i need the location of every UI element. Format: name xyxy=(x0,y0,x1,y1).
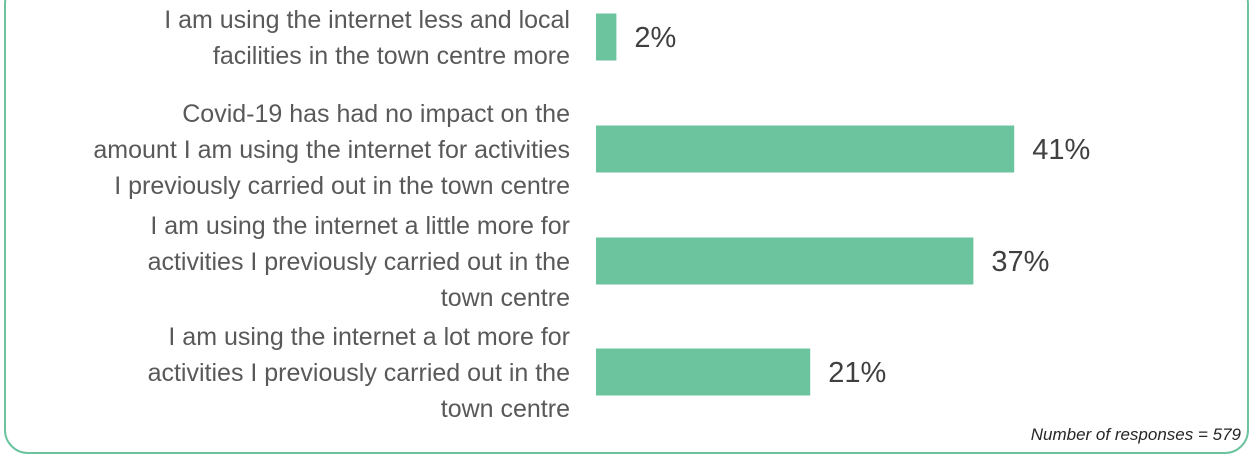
chart-frame xyxy=(4,0,1249,454)
category-label-line: town centre xyxy=(441,395,570,423)
bar-1 xyxy=(596,13,617,61)
category-label-line: town centre xyxy=(441,284,570,312)
category-label-line: I previously carried out in the town cen… xyxy=(114,172,570,200)
bar-3 xyxy=(596,237,974,285)
category-label-line: amount I am using the internet for activ… xyxy=(93,136,570,164)
category-label-line: I am using the internet less and local xyxy=(164,6,570,34)
category-label-1: I am using the internet less and local fa… xyxy=(164,6,570,70)
value-label-4: 21% xyxy=(828,357,886,389)
bar-4 xyxy=(596,348,811,396)
category-label-2: Covid-19 has had no impact on the amount … xyxy=(93,100,570,200)
category-label-line: facilities in the town centre more xyxy=(213,42,570,70)
category-label-line: I am using the internet a lot more for xyxy=(168,323,570,351)
category-label-line: I am using the internet a little more fo… xyxy=(150,212,570,240)
category-label-line: activities I previously carried out in t… xyxy=(148,359,570,387)
category-label-3: I am using the internet a little more fo… xyxy=(148,212,570,312)
category-label-line: Covid-19 has had no impact on the xyxy=(182,100,570,128)
category-label-line: activities I previously carried out in t… xyxy=(148,248,570,276)
value-label-1: 2% xyxy=(634,22,676,54)
category-label-4: I am using the internet a lot more for ac… xyxy=(148,323,570,423)
value-label-3: 37% xyxy=(991,246,1049,278)
value-label-2: 41% xyxy=(1032,134,1090,166)
bar-2 xyxy=(596,125,1015,173)
responses-footnote: Number of responses = 579 xyxy=(1030,425,1241,444)
